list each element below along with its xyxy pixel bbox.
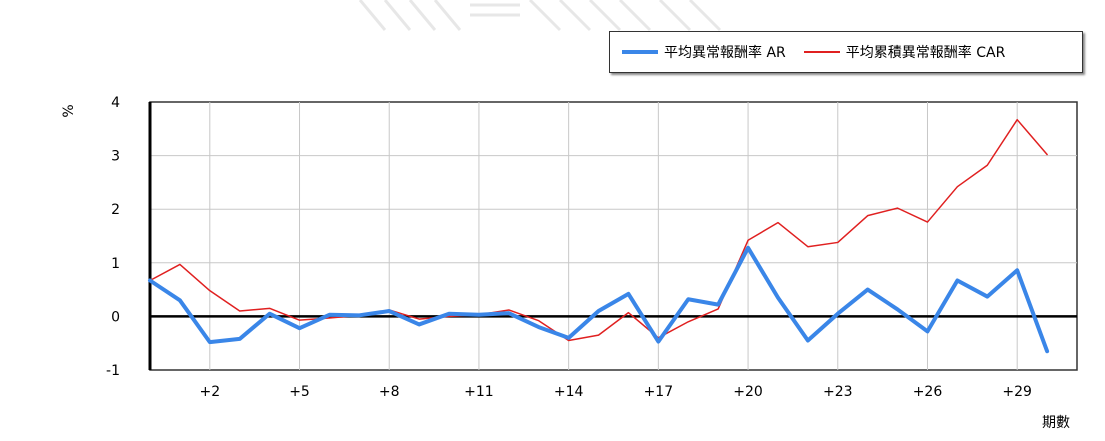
series-line-ar [148, 245, 1050, 354]
x-tick-label: +29 [1002, 384, 1032, 400]
grid-layer [150, 102, 1077, 370]
x-tick-label: +8 [379, 384, 400, 400]
legend-item-ar: 平均異常報酬率 AR [622, 42, 786, 62]
axis-layer [148, 102, 1077, 370]
x-tick-label: +11 [464, 384, 494, 400]
y-tick-label: 4 [111, 95, 120, 111]
y-tick-label: 0 [111, 309, 120, 325]
legend-item-car: 平均累積異常報酬率 CAR [803, 42, 1006, 62]
plot-area [149, 101, 1078, 371]
x-tick-label: +23 [823, 384, 853, 400]
series-line-car [149, 118, 1048, 342]
chart-legend: 平均異常報酬率 AR 平均累積異常報酬率 CAR [609, 31, 1083, 73]
x-tick-label: +17 [644, 384, 674, 400]
legend-label-car: 平均累積異常報酬率 CAR [845, 45, 1006, 61]
legend-label-ar: 平均異常報酬率 AR [664, 45, 786, 61]
x-tick-label: +14 [554, 384, 584, 400]
x-tick-label: +2 [199, 384, 220, 400]
series-layer [148, 118, 1050, 354]
y-tick-label: -1 [106, 363, 120, 379]
y-tick-label: 2 [111, 202, 120, 218]
x-axis-title: 期數 [1042, 415, 1070, 431]
x-tick-label: +5 [289, 384, 310, 400]
y-tick-label: 1 [111, 256, 120, 272]
y-tick-label: 3 [111, 149, 120, 165]
x-tick-label: +20 [733, 384, 763, 400]
legend-swatch-ar [622, 50, 658, 54]
y-axis-title: % [61, 104, 77, 117]
watermark-graphic [358, 0, 722, 32]
legend-swatch-car [803, 51, 840, 53]
tick-layer: +2 +5 +8 +11 +14 +17 +20 +23 +26 +29 -1 0 1 2 3 4 [106, 95, 1032, 400]
x-tick-label: +26 [913, 384, 943, 400]
